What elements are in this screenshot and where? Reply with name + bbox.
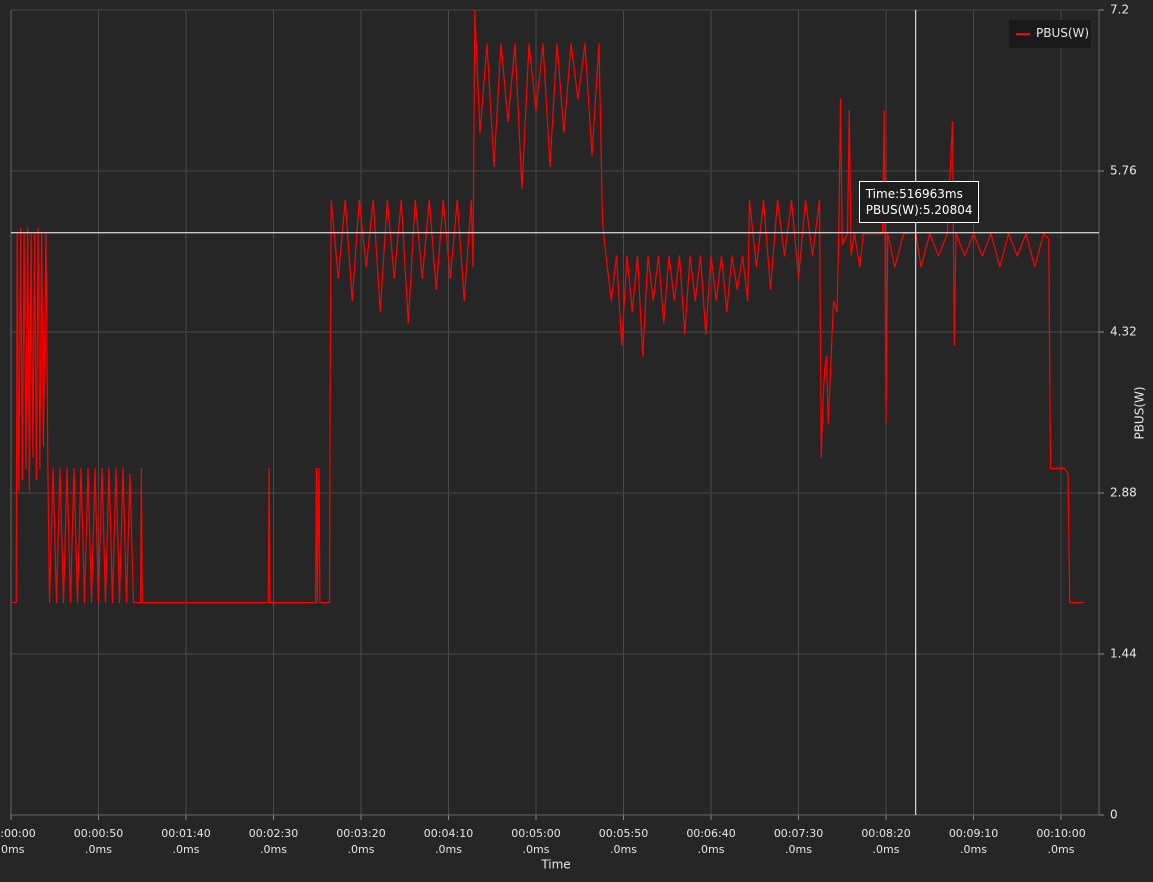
data-line [11, 9, 1084, 604]
x-tick-label: 00:06:40 .0ms [686, 827, 736, 856]
y-tick-label: 5.76 [1110, 164, 1137, 178]
tooltip-time: Time:516963ms [865, 186, 963, 201]
x-tick-label: 00:00:00 .0ms [0, 827, 36, 856]
y-axis-title: PBUS(W) [1133, 386, 1147, 439]
tooltip: Time:516963ms PBUS(W):5.20804 [858, 180, 980, 223]
y-tick-label: 7.2 [1110, 3, 1129, 17]
x-tick-label: 00:02:30 .0ms [248, 827, 299, 856]
grid [10, 9, 1099, 816]
legend-label: PBUS(W) [1036, 26, 1090, 40]
x-axis-title: Time [540, 858, 570, 872]
y-tick-label: 0 [1110, 808, 1118, 822]
x-tick-label: 00:08:20 .0ms [861, 827, 911, 856]
legend-swatch [1016, 33, 1030, 35]
y-tick-label: 2.88 [1110, 486, 1137, 500]
x-tick-label: 00:07:30 .0ms [773, 827, 824, 856]
x-tick-label: 00:10:00 .0ms [1036, 827, 1086, 856]
legend: PBUS(W) [1009, 20, 1091, 48]
x-tick-label: 00:09:10 .0ms [948, 827, 999, 856]
y-tick-label: 1.44 [1110, 647, 1137, 661]
y-tick-label: 4.32 [1110, 325, 1137, 339]
x-tick-label: 00:03:20 .0ms [336, 827, 386, 856]
tooltip-value: PBUS(W):5.20804 [865, 202, 973, 217]
x-tick-label: 00:04:10 .0ms [423, 827, 474, 856]
x-tick-label: 00:01:40 .0ms [161, 827, 211, 856]
x-tick-label: 00:05:00 .0ms [511, 827, 561, 856]
x-tick-label: 00:00:50 .0ms [73, 827, 124, 856]
x-tick-label: 00:05:50 .0ms [598, 827, 649, 856]
